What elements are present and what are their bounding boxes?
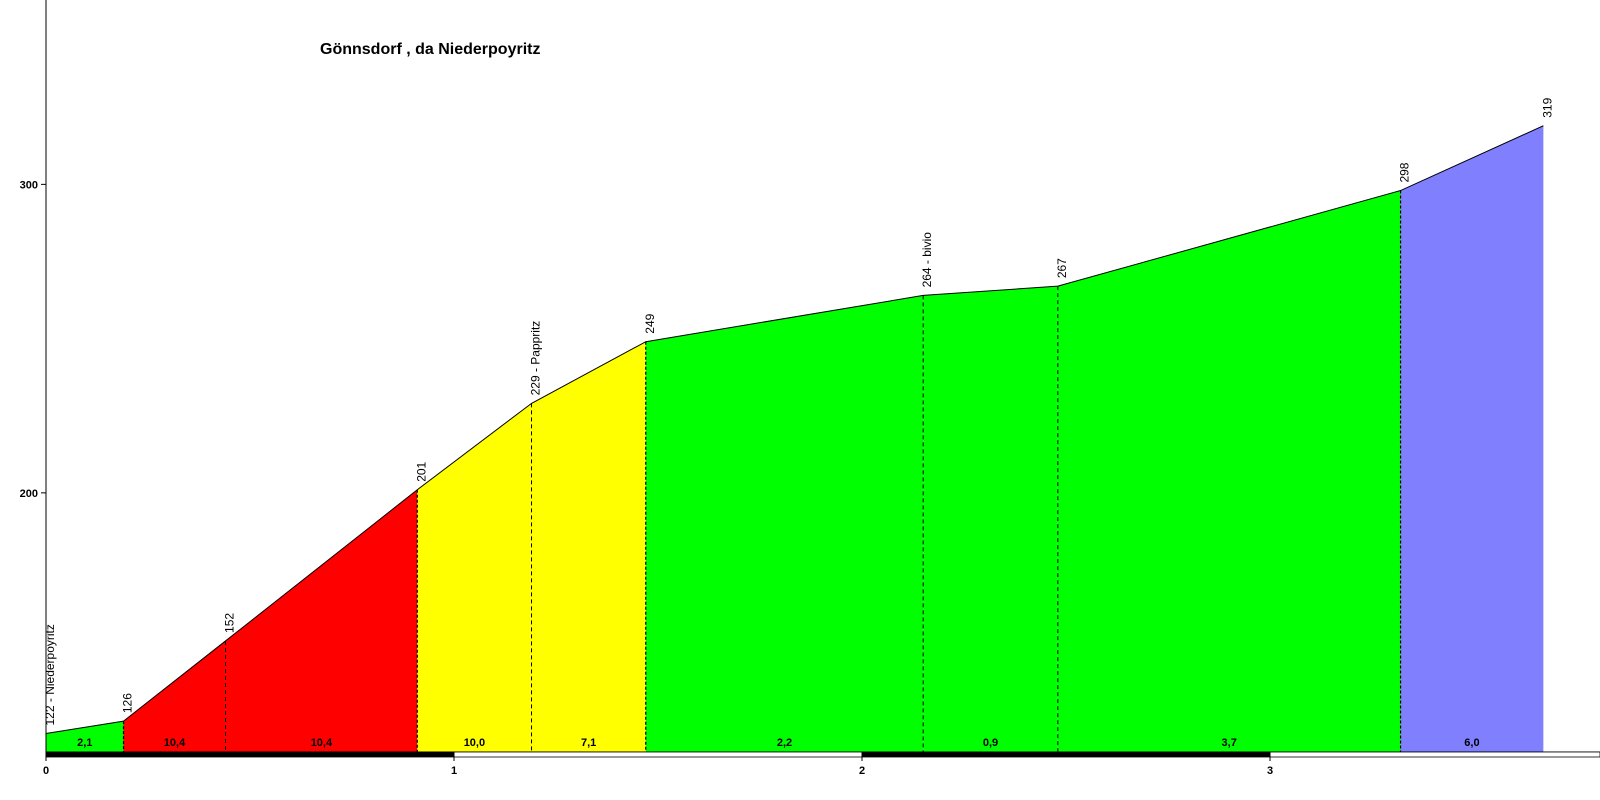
gradient-segment-area bbox=[645, 295, 924, 752]
segment-gradient-label: 2,2 bbox=[777, 737, 792, 749]
y-tick-label: 200 bbox=[20, 488, 38, 500]
elevation-point-label: 122 - Niederpoyritz bbox=[43, 624, 57, 725]
labels: 2,1 10,4 10,4 10,0 7,1 2,2 0,9 3,7 6,0 122 - Nied… bbox=[43, 97, 1554, 749]
elevation-point-label: 298 bbox=[1398, 162, 1412, 182]
km-scale-bar-segment bbox=[861, 751, 1271, 758]
gradient-segment-area bbox=[1057, 190, 1401, 752]
segment-gradient-label: 3,7 bbox=[1222, 737, 1237, 749]
gradient-segment-area bbox=[225, 489, 418, 752]
km-scale-bar-segment bbox=[45, 751, 455, 758]
elevation-point-label: 229 - Pappritz bbox=[529, 321, 543, 396]
gradient-segment-area bbox=[1400, 125, 1544, 753]
gradient-areas bbox=[46, 125, 1544, 753]
x-tick-label: 3 bbox=[1267, 765, 1273, 777]
km-scale-bar-segment bbox=[1269, 751, 1600, 758]
gradient-segment-area bbox=[417, 403, 532, 752]
elevation-point-label: 249 bbox=[643, 313, 657, 333]
gradient-segment-area bbox=[923, 286, 1058, 752]
elevation-point-label: 267 bbox=[1055, 258, 1069, 278]
segment-gradient-label: 0,9 bbox=[983, 737, 998, 749]
segment-gradient-label: 10,4 bbox=[164, 737, 186, 749]
segment-gradient-label: 6,0 bbox=[1464, 737, 1479, 749]
x-tick-label: 2 bbox=[859, 765, 865, 777]
segment-gradient-label: 10,0 bbox=[464, 737, 485, 749]
x-tick-label: 0 bbox=[43, 765, 49, 777]
profile-line bbox=[45, 125, 1544, 734]
km-scale-bar-segment bbox=[453, 751, 863, 758]
x-tick-label: 1 bbox=[451, 765, 457, 777]
gradient-segment-area bbox=[46, 721, 124, 752]
elevation-point-label: 319 bbox=[1540, 97, 1554, 117]
elevation-point-label: 152 bbox=[223, 613, 237, 633]
segment-dividers bbox=[122, 190, 1402, 752]
elevation-point-label: 126 bbox=[121, 693, 135, 713]
y-tick-label: 300 bbox=[20, 179, 38, 191]
gradient-segment-area bbox=[123, 640, 226, 752]
profile-line-group bbox=[45, 125, 1544, 734]
elevation-point-label: 201 bbox=[414, 461, 428, 481]
gradient-segment-area bbox=[531, 341, 646, 752]
elevation-point-label: 264 - bivio bbox=[920, 232, 934, 288]
segment-gradient-label: 10,4 bbox=[311, 737, 333, 749]
axes: 200 300 0 1 2 3 bbox=[20, 0, 1600, 777]
segment-gradient-label: 7,1 bbox=[581, 737, 596, 749]
chart-title: Gönnsdorf , da Niederpoyritz bbox=[320, 41, 540, 58]
segment-gradient-label: 2,1 bbox=[77, 737, 92, 749]
